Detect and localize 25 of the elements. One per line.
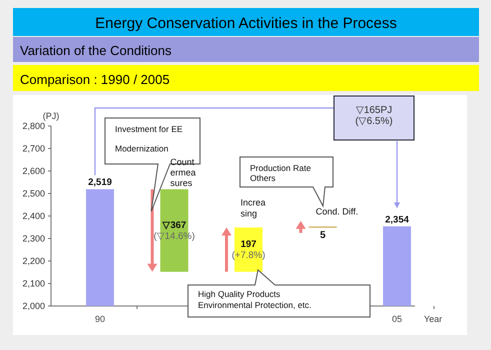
data-label: 2,354: [385, 214, 410, 226]
annotation: High Quality Products Environmental Protection, etc.: [198, 289, 312, 310]
y-tick-label: 2,700: [22, 144, 45, 154]
y-axis-title: (PJ): [42, 111, 60, 121]
y-tick-label: 2,200: [22, 256, 45, 266]
x-tick-label: 90: [94, 314, 106, 324]
y-tick-label: 2,500: [22, 188, 45, 198]
annotation: Cond. Diff.: [316, 206, 358, 216]
annotation: Increa sing: [240, 197, 266, 218]
chart-title: Energy Conservation Activities in the Process: [95, 15, 397, 32]
text: Comparison : 1990 / 2005: [20, 72, 170, 87]
annotation: Production Rate Others: [250, 163, 312, 184]
y-tick-label: 2,800: [22, 121, 45, 131]
annotation: ▽165PJ (▽6.5%): [355, 105, 393, 127]
y-tick-label: 2,400: [22, 211, 45, 221]
annotation: Investment for EE Modernization: [115, 124, 183, 154]
y-tick-label: 2,600: [22, 166, 45, 176]
data-label: 5: [320, 230, 326, 241]
y-tick-label: 2,100: [22, 278, 45, 288]
x-axis-title: Year: [424, 314, 442, 324]
y-tick-label: 2,300: [22, 234, 45, 244]
data-label: 2,519: [88, 177, 112, 188]
x-tick-label: 05: [392, 314, 402, 324]
chart-subtitle: Variation of the Conditions: [20, 43, 172, 58]
y-tick-label: 2,000: [22, 301, 45, 311]
